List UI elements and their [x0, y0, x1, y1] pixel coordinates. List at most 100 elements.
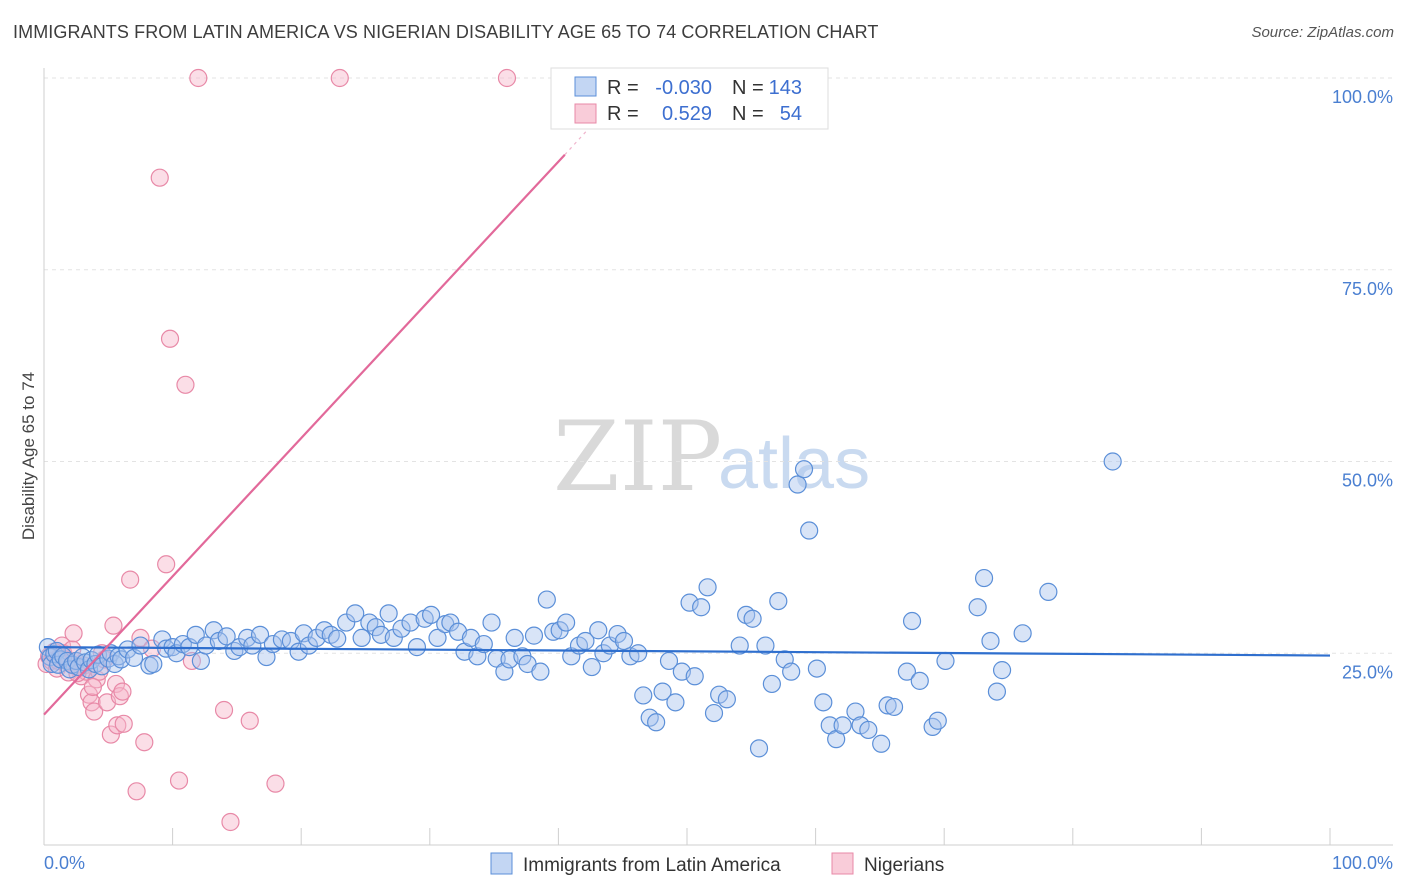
x-tick-label-min: 0.0%: [44, 853, 85, 873]
nigerians-point: [189, 68, 208, 88]
latin-america-point: [659, 651, 679, 671]
latin-america-point: [505, 628, 524, 648]
latin-america-point: [634, 686, 653, 705]
legend-r-label-1: R =: [607, 77, 639, 99]
latin-america-point: [647, 713, 666, 732]
legend-box-frame: [550, 67, 829, 130]
nigerians-point: [240, 711, 259, 730]
nigerians-trend-extension: [564, 112, 604, 156]
y-tick-labels: 25.0% 50.0% 75.0% 100.0%: [1332, 87, 1393, 682]
nigerians-point: [176, 375, 195, 394]
nigerians-point: [114, 714, 133, 733]
latin-america-point: [846, 702, 865, 721]
latin-america-point: [392, 619, 411, 638]
bottom-legend-label-1: Immigrants from Latin America: [523, 855, 781, 876]
legend-n-label-2: N =: [732, 103, 764, 125]
latin-america-point: [794, 460, 814, 479]
legend-r-label-2: R =: [607, 103, 639, 125]
latin-america-point: [384, 628, 403, 648]
nigerians-point: [85, 702, 104, 721]
latin-america-point: [762, 674, 781, 694]
latin-america-point: [897, 662, 917, 681]
latin-america-point: [749, 739, 769, 758]
legend-r-value-1: -0.030: [655, 77, 712, 99]
nigerians-point: [214, 700, 234, 720]
latin-america-point: [788, 475, 807, 494]
latin-america-point: [537, 590, 556, 609]
latin-america-point: [482, 613, 501, 632]
latin-america-point: [992, 661, 1012, 680]
watermark-atlas: atlas: [718, 424, 870, 504]
bottom-legend-label-2: Nigerians: [864, 855, 944, 876]
nigerians-point: [63, 640, 82, 659]
latin-america-point: [421, 605, 441, 625]
legend-box: R = -0.030 N = 143 R = 0.529 N = 54: [550, 67, 829, 130]
y-tick-label-25: 25.0%: [1342, 662, 1393, 682]
latin-america-point: [328, 629, 347, 648]
latin-america-point: [379, 604, 398, 623]
bottom-legend: Immigrants from Latin America Nigerians: [490, 852, 944, 876]
latin-america-point: [582, 657, 601, 677]
latin-america-point: [557, 613, 576, 632]
legend-n-label-1: N =: [732, 77, 764, 99]
nigerians-point: [150, 168, 169, 187]
latin-america-point: [352, 628, 371, 648]
latin-america-point: [698, 578, 717, 597]
latin-america-point: [666, 693, 685, 712]
latin-america-point: [346, 604, 365, 623]
latin-america-point: [576, 631, 595, 651]
nigerians-point: [169, 771, 189, 790]
axes: [43, 68, 1393, 846]
latin-america-point: [902, 611, 922, 631]
latin-america-point: [743, 609, 762, 628]
latin-america-point: [910, 671, 929, 690]
nigerians-point: [83, 677, 102, 697]
latin-america-point: [629, 644, 648, 663]
y-tick-label-100: 100.0%: [1332, 87, 1393, 107]
latin-america-point: [360, 613, 379, 632]
latin-america-point: [884, 697, 904, 717]
latin-america-point: [428, 628, 447, 648]
latin-america-point: [782, 662, 801, 681]
latin-america-point: [872, 734, 891, 753]
latin-america-point: [1039, 582, 1058, 601]
legend-n-value-1: 143: [769, 77, 802, 99]
bottom-legend-swatch-pink: [831, 852, 854, 875]
y-tick-label-50: 50.0%: [1342, 471, 1393, 491]
latin-america-point: [968, 598, 987, 617]
latin-america-point: [191, 651, 210, 671]
nigerians-point: [101, 725, 120, 744]
latin-america-point: [704, 703, 724, 723]
nigerians-point: [135, 733, 154, 752]
latin-america-point: [685, 667, 704, 686]
latin-america-point: [653, 682, 672, 701]
latin-america-point: [717, 690, 736, 709]
latin-america-point: [859, 720, 878, 740]
latin-america-point: [833, 716, 852, 735]
latin-america-point: [974, 568, 994, 588]
legend-swatch-blue: [574, 76, 597, 97]
latin-america-point: [800, 521, 819, 540]
y-tick-label-75: 75.0%: [1342, 279, 1393, 299]
chart-title: IMMIGRANTS FROM LATIN AMERICA VS NIGERIA…: [13, 22, 879, 42]
source-credit: Source: ZipAtlas.com: [1251, 24, 1394, 41]
latin-america-point: [680, 593, 699, 612]
latin-america-point: [307, 628, 326, 648]
latin-america-point: [544, 622, 563, 641]
legend-r-value-2: 0.529: [662, 103, 712, 125]
nigerians-point: [121, 570, 140, 589]
latin-america-point: [936, 651, 955, 671]
latin-america-point: [51, 650, 70, 669]
trend-lines: [43, 112, 1331, 716]
latin-america-point: [131, 636, 150, 655]
nigerians-point: [108, 716, 127, 735]
nigerians-point: [127, 782, 146, 801]
nigerians-point: [221, 812, 240, 832]
nigerians-point: [131, 628, 150, 648]
latin-america-point: [407, 638, 427, 657]
latin-america-point: [814, 693, 833, 712]
nigerians-trend-line: [43, 153, 566, 716]
nigerians-points: [37, 68, 517, 832]
nigerians-point: [330, 68, 349, 88]
